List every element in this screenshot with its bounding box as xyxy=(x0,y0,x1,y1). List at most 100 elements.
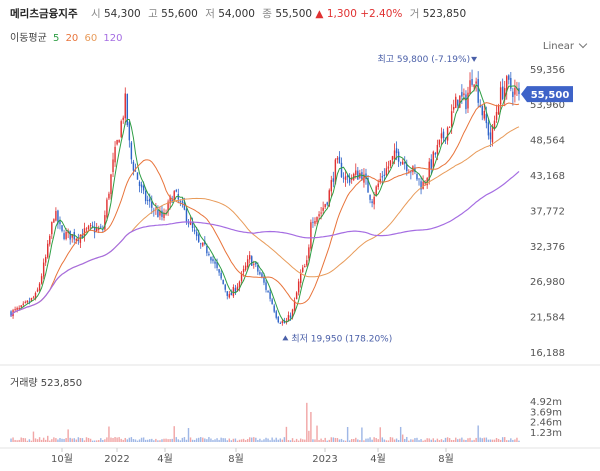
volume-bar xyxy=(197,437,200,442)
volume-bar xyxy=(306,402,308,442)
volume-bar xyxy=(30,440,33,442)
volume-bar xyxy=(275,437,277,442)
high-label: 고 xyxy=(148,8,158,20)
candle-body xyxy=(387,166,390,169)
volume-bar xyxy=(251,437,253,442)
candle-body xyxy=(257,264,259,272)
volume-bar xyxy=(371,439,373,442)
candle-body xyxy=(89,225,92,226)
volume-bar xyxy=(130,437,133,442)
low-label: 저 xyxy=(205,8,215,20)
candle-body xyxy=(49,235,51,245)
candles xyxy=(10,69,520,326)
close-value: 55,500 xyxy=(275,8,313,20)
volume-bar xyxy=(401,434,404,442)
volume-bar xyxy=(387,440,390,442)
candle-body xyxy=(195,231,198,237)
y-axis-labels: 59,356 53,960 48,564 43,168 37,772 32,376 26,9… xyxy=(530,65,565,439)
candle-body xyxy=(328,190,330,207)
volume-bar xyxy=(312,439,314,442)
candle-body xyxy=(128,122,131,141)
volume-bar xyxy=(124,437,126,442)
volume-bar xyxy=(397,439,400,442)
volume-bar xyxy=(100,438,102,442)
volume-bar xyxy=(157,440,159,442)
volume-bar xyxy=(265,437,267,442)
volume-bar xyxy=(287,440,290,442)
scale-mode-dropdown[interactable]: Linear xyxy=(542,39,588,52)
candle-body xyxy=(59,221,61,225)
candle-body xyxy=(240,273,243,281)
candle-body xyxy=(418,178,420,180)
volume-bar xyxy=(65,438,67,442)
volume-bar xyxy=(293,440,296,442)
volume-bar xyxy=(483,437,486,442)
candle-body xyxy=(134,170,137,172)
candle-body xyxy=(318,214,320,217)
volume-bar xyxy=(357,439,359,442)
moving-average-lines xyxy=(10,83,520,323)
candle-body xyxy=(112,159,114,172)
candle-body xyxy=(214,261,216,264)
volume-bar xyxy=(508,440,510,442)
candle-body xyxy=(275,311,277,318)
candle-body xyxy=(406,163,408,171)
volume-bar xyxy=(422,440,424,442)
y-tick-label: 16,188 xyxy=(530,348,565,359)
volume-bar xyxy=(187,428,190,442)
candle-body xyxy=(324,204,326,208)
volume-bar xyxy=(236,440,239,442)
candle-body xyxy=(336,157,339,160)
candle-body xyxy=(57,210,59,224)
volume-bar xyxy=(399,426,402,442)
candle-body xyxy=(242,269,245,273)
volume-bar xyxy=(479,437,481,442)
candle-body xyxy=(65,231,67,240)
moving-average-legend[interactable]: 이동평균 5 20 60 120 xyxy=(10,29,126,44)
volume-bar xyxy=(432,438,435,442)
candle-body xyxy=(83,228,86,237)
volume-bar xyxy=(263,439,265,442)
candle-body xyxy=(267,290,269,293)
candle-body xyxy=(302,267,304,272)
candle-body xyxy=(44,256,47,263)
volume-bar xyxy=(308,430,310,442)
y-tick-label: 32,376 xyxy=(530,242,565,253)
candle-body xyxy=(210,256,212,261)
y-tick-label: 59,356 xyxy=(530,65,565,76)
candle-body xyxy=(218,269,220,273)
volume-bar xyxy=(224,438,226,442)
candle-body xyxy=(120,121,122,138)
candle-body xyxy=(342,177,345,179)
candle-body xyxy=(175,190,177,192)
candle-body xyxy=(469,80,471,94)
candle-body xyxy=(428,161,430,181)
volume-bar xyxy=(471,440,473,442)
volume-bar xyxy=(216,438,218,442)
volume-bar xyxy=(510,438,512,442)
volume-bar xyxy=(248,437,251,442)
volume-bar xyxy=(348,440,351,442)
candle-body xyxy=(471,79,473,85)
volume-bar xyxy=(320,438,322,442)
candle-body xyxy=(373,196,375,205)
volume-bar xyxy=(355,437,357,442)
candle-body xyxy=(232,286,235,297)
volume-bar xyxy=(326,440,328,442)
candle-body xyxy=(383,174,386,177)
volume-bar xyxy=(118,437,120,442)
candle-body xyxy=(501,86,504,100)
candle-body xyxy=(136,172,139,180)
candle-body xyxy=(144,190,147,202)
scale-mode-label: Linear xyxy=(542,41,574,52)
candle-body xyxy=(100,226,102,228)
volume-bar xyxy=(277,439,279,442)
volume-bar xyxy=(328,439,330,442)
candle-body xyxy=(306,260,308,266)
volume-bar xyxy=(220,437,222,442)
price-header: 메리츠금융지주 시 54,300 고 55,600 저 54,000 종 55,… xyxy=(10,6,466,21)
candle-body xyxy=(181,201,184,203)
volume-bar xyxy=(273,439,275,442)
volume-bar xyxy=(10,438,12,442)
